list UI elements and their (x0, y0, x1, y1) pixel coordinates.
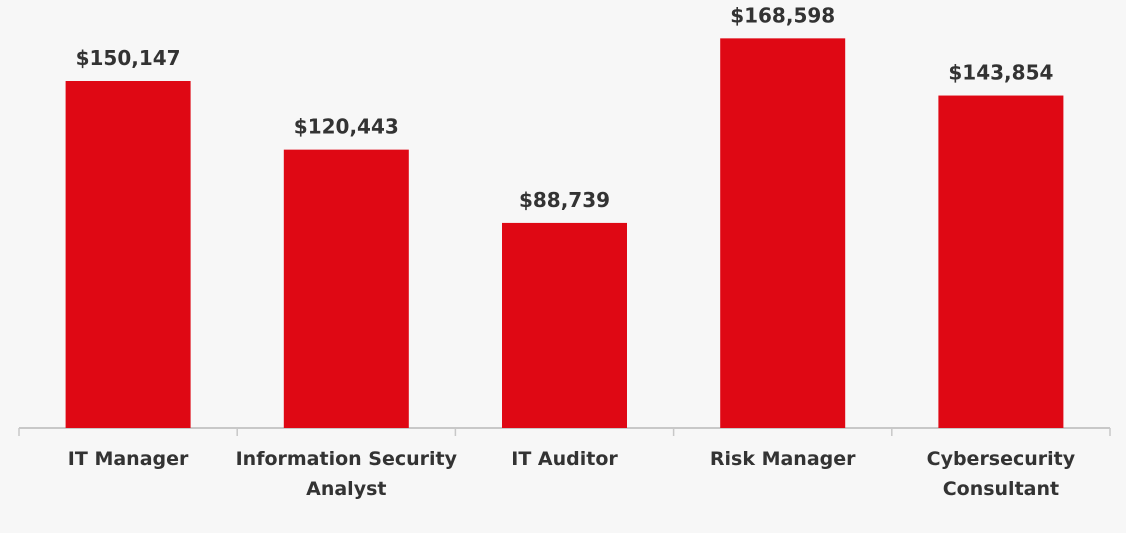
data-label: $150,147 (76, 46, 181, 70)
x-tick-label: IT Manager (68, 448, 189, 470)
x-tick-label: Consultant (943, 478, 1059, 500)
data-label: $168,598 (730, 3, 835, 27)
data-label: $120,443 (294, 115, 399, 139)
bar (720, 38, 846, 428)
x-tick-label: Analyst (306, 478, 386, 500)
bar (938, 95, 1064, 429)
bar (65, 80, 191, 429)
x-tick-label: IT Auditor (511, 448, 618, 470)
data-label: $88,739 (519, 188, 610, 212)
bar (502, 222, 627, 428)
data-label: $143,854 (948, 61, 1053, 85)
x-tick-label: Information Security (236, 448, 458, 470)
bar (283, 149, 409, 429)
x-tick-label: Risk Manager (710, 448, 856, 470)
x-tick-label: Cybersecurity (927, 448, 1076, 470)
